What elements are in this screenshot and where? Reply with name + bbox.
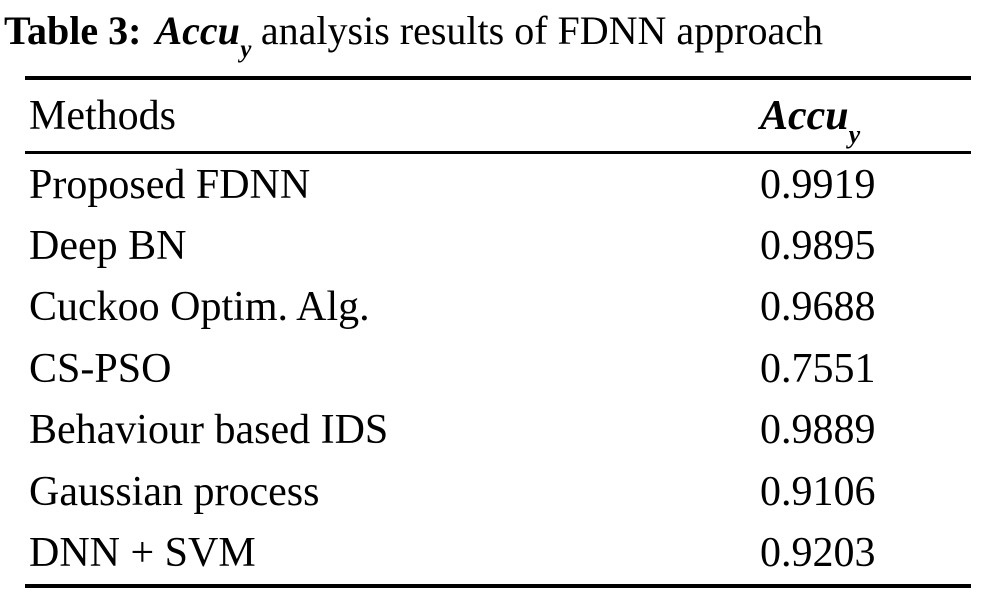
- caption-metric-subscript: y: [240, 36, 252, 64]
- header-accuracy: Accuy: [760, 92, 860, 148]
- table-bottom-rule: [25, 583, 971, 588]
- table-header-rule: [25, 151, 971, 154]
- method-cell: Cuckoo Optim. Alg.: [29, 284, 370, 331]
- method-cell: DNN + SVM: [29, 530, 256, 577]
- header-methods: Methods: [29, 92, 176, 139]
- table-row: DNN + SVM 0.9203: [25, 522, 971, 583]
- caption-metric-text: Accu: [155, 8, 240, 53]
- value-cell: 0.9889: [760, 407, 876, 454]
- table-row: CS-PSO 0.7551: [25, 338, 971, 399]
- value-cell: 0.9895: [760, 223, 876, 270]
- table-row: Gaussian process 0.9106: [25, 461, 971, 522]
- value-cell: 0.9919: [760, 161, 876, 208]
- method-cell: Proposed FDNN: [29, 161, 311, 208]
- table-header-row: Methods Accuy: [25, 80, 971, 151]
- table-row: Proposed FDNN 0.9919: [25, 154, 971, 215]
- method-cell: Gaussian process: [29, 468, 320, 515]
- table-row: Behaviour based IDS 0.9889: [25, 400, 971, 461]
- caption-metric: Accuy: [155, 8, 251, 62]
- table-row: Deep BN 0.9895: [25, 215, 971, 276]
- value-cell: 0.9203: [760, 530, 876, 577]
- method-cell: CS-PSO: [29, 345, 172, 392]
- caption-table-number: Table 3:: [4, 8, 142, 53]
- table-row: Cuckoo Optim. Alg. 0.9688: [25, 277, 971, 338]
- value-cell: 0.9688: [760, 284, 876, 331]
- table-top-rule: [25, 76, 971, 80]
- value-cell: 0.9106: [760, 468, 876, 515]
- caption-description: analysis results of FDNN approach: [250, 8, 824, 53]
- method-cell: Deep BN: [29, 223, 187, 270]
- method-cell: Behaviour based IDS: [29, 407, 389, 454]
- value-cell: 0.7551: [760, 345, 876, 392]
- table-caption: Table 3: Accuy analysis results of FDNN a…: [4, 6, 994, 62]
- header-accuracy-subscript: y: [848, 119, 861, 149]
- results-table: Methods Accuy Proposed FDNN 0.9919 Deep …: [25, 76, 971, 588]
- header-accuracy-text: Accu: [760, 92, 849, 139]
